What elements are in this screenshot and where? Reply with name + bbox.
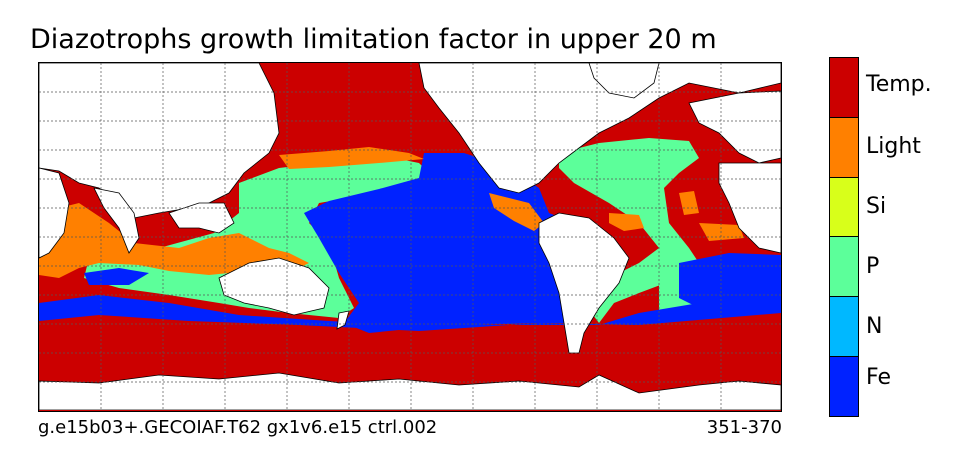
fe-limited-region-southern: [39, 293, 781, 331]
colorbar-segment-si: [830, 177, 858, 238]
light-limited-region-gulf-guinea: [679, 191, 699, 215]
colorbar-segment-fe: [830, 357, 858, 416]
land-africa-west: [718, 162, 781, 254]
light-limited-region-north-pacific: [279, 147, 424, 169]
land-new-zealand: [336, 310, 350, 330]
land-east-africa: [39, 167, 70, 259]
colorbar-segment-temp: [830, 58, 858, 118]
colorbar-label-temp: Temp.: [866, 72, 932, 97]
map-gridlines: [39, 63, 781, 410]
land-australia: [218, 257, 330, 316]
land-greenland: [588, 63, 660, 99]
colorbar-label-si: Si: [866, 194, 887, 219]
light-limited-region-indian-ocean: [39, 203, 309, 278]
colorbar-segment-light: [830, 117, 858, 178]
fe-limited-region-indian: [84, 268, 149, 285]
year-range-label: 351-370: [706, 417, 782, 438]
colorbar-label-p: P: [866, 254, 880, 279]
fe-limited-region-pacific: [304, 153, 579, 333]
p-limited-region-pacific-indian: [84, 155, 434, 318]
colorbar-label-fe: Fe: [866, 365, 891, 390]
map-title: Diazotrophs growth limitation factor in …: [30, 24, 717, 55]
land-north-america: [418, 63, 781, 194]
land-southeast-asia: [168, 202, 235, 234]
fe-limited-region-south-atlantic: [679, 253, 781, 308]
colorbar-segment-p: [830, 237, 858, 298]
colorbar-label-light: Light: [866, 134, 921, 159]
global-limitation-map: [38, 62, 782, 412]
light-limited-region-west-africa: [699, 223, 744, 241]
colorbar: [829, 57, 859, 417]
light-limited-region-caribbean: [489, 193, 544, 231]
run-id-label: g.e15b03+.GECOIAF.T62 gx1v6.e15 ctrl.002: [38, 417, 438, 438]
colorbar-segment-n: [830, 297, 858, 358]
light-limited-region-atlantic: [609, 213, 644, 231]
colorbar-label-n: N: [866, 314, 883, 339]
